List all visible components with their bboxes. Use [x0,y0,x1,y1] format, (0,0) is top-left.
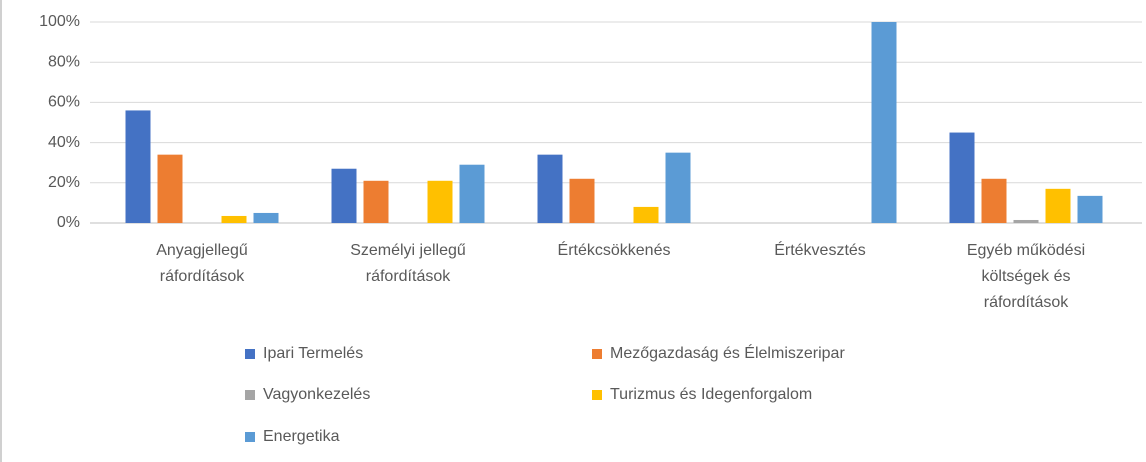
legend-swatch [245,349,255,359]
legend-swatch [245,390,255,400]
y-tick-label: 40% [48,134,80,151]
bar [665,152,691,223]
legend-item: Ipari Termelés [245,345,363,363]
y-tick-label: 0% [57,214,80,231]
bar [1013,219,1039,223]
legend-swatch [592,349,602,359]
bar [633,206,659,223]
bar [569,178,595,223]
legend-item: Energetika [245,428,340,446]
bar [1077,195,1103,223]
legend-label: Ipari Termelés [263,345,364,362]
y-tick-label: 20% [48,174,80,191]
legend-item: Mezőgazdaság és Élelmiszeripar [592,345,845,363]
bar [459,164,485,223]
x-tick-label: Anyagjellegű ráfordítások [156,242,248,285]
bar [537,154,563,223]
bar [125,110,151,223]
legend-label: Turizmus és Idegenforgalom [610,386,813,403]
y-tick-label: 60% [48,94,80,111]
legend-item: Vagyonkezelés [245,386,370,404]
legend-label: Mezőgazdaság és Élelmiszeripar [610,345,845,362]
bar [427,180,453,223]
bar [949,132,975,223]
y-tick-label: 100% [39,13,80,30]
legend-item: Turizmus és Idegenforgalom [592,386,812,404]
x-tick-label: Értékcsökkenés [557,242,671,259]
bar [1045,188,1071,223]
y-tick-label: 80% [48,53,80,70]
bar [981,178,1007,223]
bar [363,180,389,223]
bar [331,168,357,223]
legend-label: Vagyonkezelés [263,386,371,403]
legend-swatch [592,390,602,400]
x-tick-label: Személyi jellegű ráfordítások [350,242,466,285]
legend-swatch [245,432,255,442]
bar [871,22,897,223]
x-tick-label: Értékvesztés [774,242,866,259]
legend-label: Energetika [263,428,340,445]
x-tick-label: Egyéb működési költségek és ráfordítások [966,242,1086,311]
bar [253,212,279,223]
bar [221,215,247,223]
bar [157,154,183,223]
